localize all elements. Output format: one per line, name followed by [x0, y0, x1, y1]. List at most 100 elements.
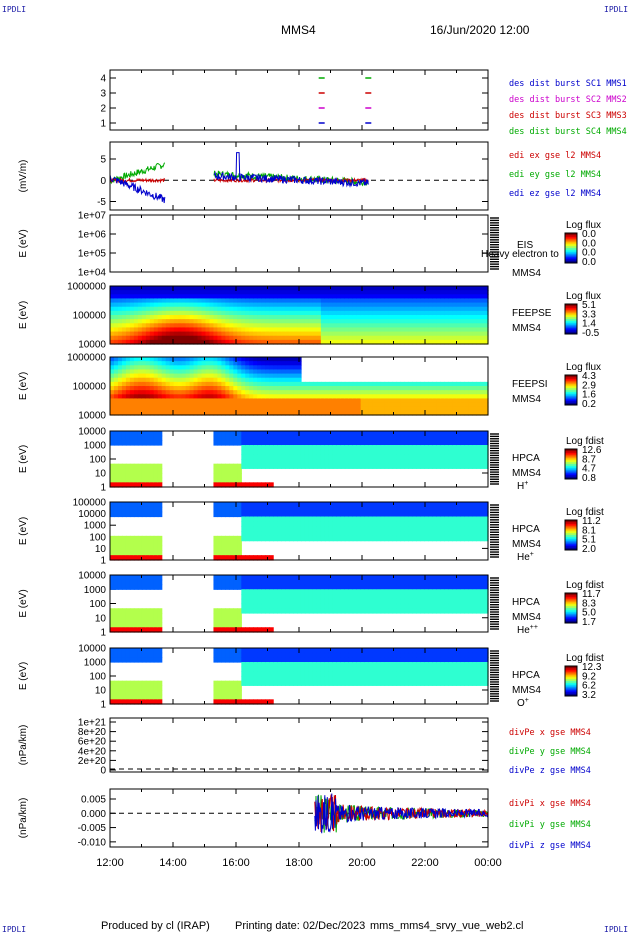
hpca-h-cell	[141, 440, 147, 446]
hpca-he2-cell	[221, 575, 226, 581]
hpca-h-cell	[289, 435, 294, 441]
hpca-h-cell	[432, 454, 437, 460]
hpca-h-cell	[110, 482, 115, 488]
hpca-he-cell	[113, 506, 119, 513]
hpca-he-cell	[157, 506, 163, 513]
feepsi-cell	[392, 402, 398, 408]
feepse-cell	[173, 298, 179, 304]
hpca-h-cell	[289, 463, 294, 469]
hpca-he2-cell	[368, 594, 374, 600]
feepse-cell	[293, 294, 298, 300]
feepse-cell	[293, 323, 298, 329]
hpca-he2-cell	[277, 584, 282, 590]
feepsi-cell	[221, 377, 226, 383]
hpca-he2-cell	[149, 622, 155, 628]
hpca-he2-cell	[380, 584, 386, 590]
eis-colorbar-tick: 0.0	[582, 238, 596, 249]
feepse-cell	[217, 286, 223, 291]
feepsi-cell	[464, 390, 469, 395]
hpca-h-cell	[277, 431, 282, 437]
feepse-cell	[173, 319, 179, 324]
feepse-cell	[209, 298, 215, 304]
hpca-he2-cell	[129, 608, 135, 614]
feepse-cell	[444, 298, 449, 304]
feepse-cell	[408, 302, 413, 308]
feepse-cell	[201, 335, 207, 341]
hpca-he2-cell	[344, 589, 350, 595]
feepsi-cell	[129, 377, 135, 383]
feepsi-cell	[249, 373, 254, 379]
feepsi-cell	[253, 390, 258, 395]
hpca-he-cell	[436, 502, 441, 508]
feepsi-cell	[440, 390, 445, 395]
feepse-cell	[404, 315, 410, 320]
feepsi-cell	[245, 386, 250, 391]
feepse-colorbar-cell	[565, 320, 577, 324]
hpca-h-cell	[249, 431, 254, 437]
feepsi-cell	[412, 386, 417, 391]
feepse-cell	[297, 306, 302, 312]
hpca-h-cell	[396, 440, 402, 446]
hpca-h-cell	[332, 449, 338, 455]
feepse-cell	[153, 339, 159, 345]
hpca-he2-cell	[404, 579, 410, 586]
hpca-he2-cell	[400, 603, 406, 609]
hpca-he-cell	[245, 555, 250, 561]
feepsi-cell	[269, 361, 274, 366]
hpca-he-cell	[416, 502, 421, 508]
feepse-cell	[444, 294, 449, 300]
feepse-cell	[432, 298, 437, 304]
hpca-he-instrument-label: HPCA	[512, 524, 540, 535]
hpca-he-cell	[464, 535, 469, 542]
hpca-he-cell	[229, 545, 234, 551]
feepse-cell	[316, 319, 322, 324]
hpca-he-cell	[225, 502, 230, 508]
feepse-cell	[320, 298, 326, 304]
hpca-he-cell	[456, 511, 461, 518]
feepsi-cell	[117, 357, 123, 362]
hpca-he2-cell	[110, 584, 115, 590]
feepse-cell	[332, 310, 338, 316]
hpca-he-cell	[257, 535, 262, 542]
feepsi-cell	[149, 369, 155, 375]
feepsi-cell	[165, 373, 171, 379]
hpca-h-cell	[368, 431, 374, 437]
feepsi-cell	[320, 410, 326, 416]
feepsi-cell	[285, 398, 290, 404]
feepse-cell	[241, 294, 246, 300]
feepsi-cell	[141, 390, 147, 395]
hpca-h-cell	[289, 454, 294, 460]
feepse-cell	[269, 290, 274, 295]
feepsi-cell	[396, 390, 402, 395]
feepsi-cell	[360, 390, 366, 395]
hpca-he2-cell	[392, 589, 398, 595]
hpca-he2-cell	[157, 617, 163, 624]
feepsi-cell	[181, 394, 187, 400]
feepsi-cell	[145, 365, 151, 371]
feepsi-cell	[448, 410, 453, 416]
hpca-h-cell	[110, 435, 115, 441]
hpca-he-cell	[269, 521, 274, 527]
feepsi-cell	[229, 386, 234, 391]
hpca-he2-cell	[133, 575, 139, 581]
hpca-h-cell	[265, 440, 270, 446]
feepse-cell	[185, 286, 191, 291]
hpca-he-cell	[253, 502, 258, 508]
hpca-h-cell	[229, 463, 234, 469]
hpca-he2-cell	[273, 603, 278, 609]
feepsi-colorbar-cell	[565, 386, 577, 389]
feepse-cell	[169, 319, 175, 324]
hpca-he2-cell	[213, 584, 219, 590]
feepse-cell	[273, 290, 278, 295]
hpca-he2-cell	[400, 584, 406, 590]
feepsi-cell	[300, 406, 306, 412]
feepse-cell	[293, 306, 298, 312]
hpca-he-cell	[141, 511, 147, 518]
feepse-cell	[448, 294, 453, 300]
hpca-he2-cell	[436, 584, 441, 590]
hpca-he2-cell	[153, 622, 159, 628]
hpca-h-cell	[229, 477, 234, 483]
feepsi-cell	[436, 410, 441, 416]
feepsi-cell	[356, 398, 362, 404]
hpca-he-cell	[137, 545, 143, 551]
